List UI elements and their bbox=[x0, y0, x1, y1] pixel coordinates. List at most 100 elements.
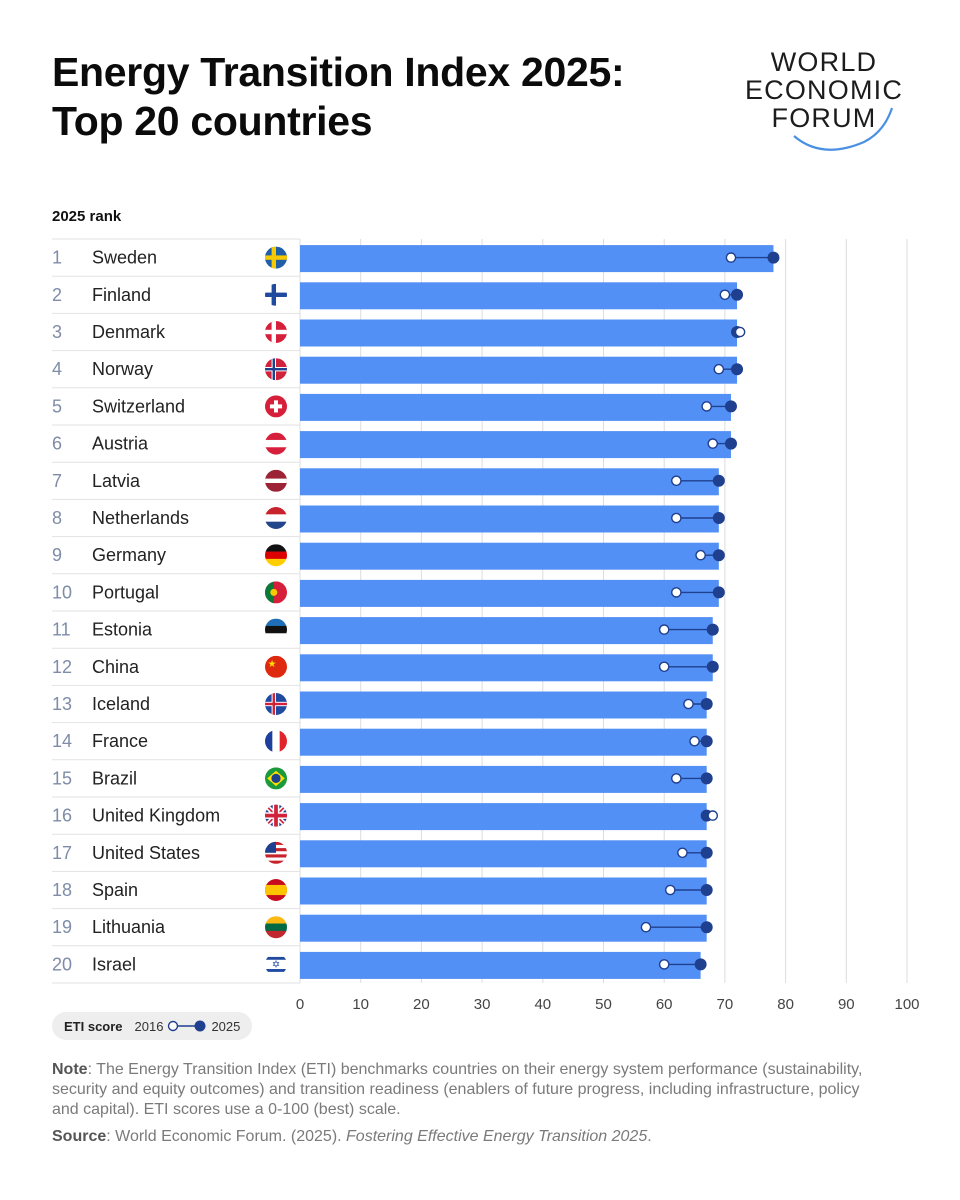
note-text: : The Energy Transition Index (ETI) benc… bbox=[52, 1061, 863, 1118]
dot-2025 bbox=[700, 772, 713, 785]
country-label: Sweden bbox=[92, 248, 157, 268]
israel-flag-icon: ✡ bbox=[265, 953, 287, 976]
bar-2025 bbox=[300, 803, 707, 831]
dot-2025 bbox=[724, 437, 737, 450]
dot-2016 bbox=[658, 661, 670, 673]
rank-label: 4 bbox=[52, 359, 62, 379]
rank-label: 8 bbox=[52, 508, 62, 528]
dot-2016 bbox=[734, 326, 746, 338]
rank-label: 2 bbox=[52, 285, 62, 305]
dot-2025 bbox=[700, 884, 713, 896]
dot-2025 bbox=[712, 474, 725, 487]
rank-label: 9 bbox=[52, 545, 62, 565]
rank-label: 14 bbox=[52, 731, 72, 751]
dot-2016 bbox=[713, 363, 725, 375]
bar-2025 bbox=[300, 617, 713, 645]
austria-flag-icon bbox=[265, 432, 287, 455]
dot-2025 bbox=[706, 660, 719, 673]
logo-line-2: ECONOMIC bbox=[744, 75, 904, 105]
dot-2025 bbox=[712, 549, 725, 562]
united-states-flag-icon bbox=[265, 841, 287, 864]
x-tick-label: 70 bbox=[717, 996, 734, 1010]
x-tick-label: 90 bbox=[838, 996, 855, 1010]
legend-label-2025: 2025 bbox=[211, 1018, 241, 1034]
title-line-1: Energy Transition Index 2025: bbox=[52, 49, 625, 95]
x-tick-label: 60 bbox=[656, 996, 673, 1010]
iceland-flag-icon bbox=[265, 693, 287, 715]
country-label: Brazil bbox=[92, 768, 137, 788]
switzerland-flag-icon bbox=[265, 395, 287, 418]
dot-2025 bbox=[767, 251, 780, 264]
country-label: Finland bbox=[92, 285, 151, 305]
country-label: Austria bbox=[92, 434, 149, 454]
germany-flag-icon bbox=[265, 544, 287, 567]
svg-text:✡: ✡ bbox=[272, 960, 280, 971]
latvia-flag-icon bbox=[265, 469, 287, 492]
bar-2025 bbox=[300, 654, 713, 682]
bar-2025 bbox=[300, 728, 707, 756]
united-kingdom-flag-icon bbox=[265, 804, 287, 827]
rank-label: 17 bbox=[52, 843, 72, 863]
bar-2025 bbox=[300, 431, 731, 459]
dot-2016 bbox=[683, 698, 694, 710]
source-end: . bbox=[647, 1128, 652, 1145]
bar-2025 bbox=[300, 840, 707, 868]
dot-2025 bbox=[700, 921, 713, 934]
portugal-flag-icon bbox=[265, 581, 287, 604]
rank-label: 16 bbox=[52, 806, 72, 826]
country-label: Netherlands bbox=[92, 508, 189, 528]
bar-2025 bbox=[300, 877, 707, 905]
rank-label: 19 bbox=[52, 917, 72, 937]
bar-2025 bbox=[300, 579, 719, 607]
country-label: United States bbox=[92, 843, 200, 863]
rank-label: 11 bbox=[52, 620, 71, 640]
estonia-flag-icon bbox=[265, 618, 287, 641]
title-line-2: Top 20 countries bbox=[52, 98, 373, 144]
rank-column-header: 2025 rank bbox=[52, 208, 122, 225]
dot-2016 bbox=[671, 773, 682, 784]
bar-2025 bbox=[300, 505, 719, 533]
x-tick-label: 30 bbox=[474, 996, 491, 1010]
legend-dumbbell-icon bbox=[168, 1020, 206, 1032]
country-label: Israel bbox=[92, 954, 136, 974]
dot-2025 bbox=[700, 698, 713, 710]
source-title: Fostering Effective Energy Transition 20… bbox=[346, 1128, 648, 1145]
x-tick-label: 100 bbox=[894, 996, 919, 1010]
dot-2025 bbox=[706, 623, 719, 636]
rank-label: 18 bbox=[52, 880, 72, 900]
wef-logo: WORLD ECONOMIC FORUM bbox=[736, 48, 912, 156]
dot-2025 bbox=[731, 363, 744, 376]
country-label: China bbox=[92, 657, 140, 677]
dot-2025 bbox=[731, 288, 744, 301]
bar-2025 bbox=[300, 691, 707, 719]
dot-2016 bbox=[671, 512, 682, 524]
legend-title: ETI score bbox=[64, 1018, 123, 1034]
bar-2025 bbox=[300, 951, 701, 979]
dot-2016 bbox=[719, 289, 731, 301]
dot-2016 bbox=[658, 624, 670, 635]
dot-2025 bbox=[724, 400, 737, 413]
bar-2025 bbox=[300, 914, 707, 942]
bar-2025 bbox=[300, 245, 774, 273]
finland-flag-icon bbox=[265, 283, 287, 306]
dot-2025 bbox=[712, 586, 725, 599]
rank-label: 12 bbox=[52, 657, 72, 677]
dot-2025 bbox=[700, 846, 713, 859]
dot-2016 bbox=[689, 735, 700, 747]
chart-title: Energy Transition Index 2025: Top 20 cou… bbox=[52, 48, 692, 146]
brazil-flag-icon bbox=[265, 767, 287, 790]
country-label: Estonia bbox=[92, 620, 153, 640]
rank-label: 15 bbox=[52, 768, 72, 788]
wef-logo-arc bbox=[793, 107, 894, 151]
netherlands-flag-icon bbox=[265, 507, 287, 529]
dot-2025 bbox=[712, 512, 725, 524]
country-label: Germany bbox=[92, 545, 166, 565]
rank-label: 1 bbox=[52, 248, 62, 268]
lithuania-flag-icon bbox=[265, 916, 287, 939]
rank-label: 20 bbox=[52, 954, 72, 974]
dot-2016 bbox=[677, 847, 688, 859]
denmark-flag-icon bbox=[265, 321, 287, 343]
logo-line-3: FORUM bbox=[771, 103, 877, 133]
country-label: United Kingdom bbox=[92, 806, 220, 826]
france-flag-icon bbox=[265, 730, 287, 753]
